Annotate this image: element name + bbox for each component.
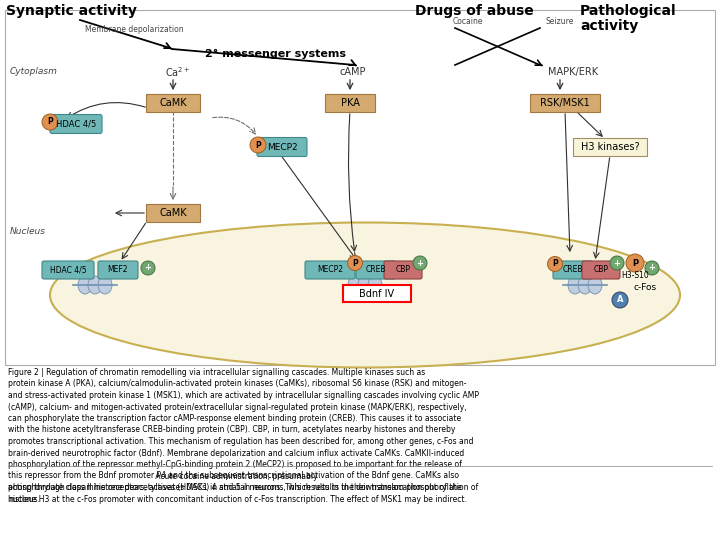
Text: CREB: CREB	[563, 266, 583, 274]
FancyBboxPatch shape	[356, 261, 396, 279]
Text: CaMK: CaMK	[159, 208, 186, 218]
Text: can phosphorylate the transcription factor cAMP-response element binding protein: can phosphorylate the transcription fact…	[8, 414, 461, 423]
FancyBboxPatch shape	[146, 94, 200, 112]
Text: nucleus.: nucleus.	[8, 495, 40, 503]
Text: Seizure: Seizure	[545, 17, 573, 26]
FancyBboxPatch shape	[573, 138, 647, 156]
Text: P: P	[47, 118, 53, 126]
Ellipse shape	[348, 276, 362, 294]
Text: Bdnf IV: Bdnf IV	[359, 289, 395, 299]
Circle shape	[250, 137, 266, 153]
Circle shape	[413, 256, 427, 270]
Text: promotes transcriptional activation. This mechanism of regulation has been descr: promotes transcriptional activation. Thi…	[8, 437, 474, 446]
Text: phosphorylate class II histone deacetylases (HDACs) 4 and 5 in neurons, which re: phosphorylate class II histone deacetyla…	[8, 483, 462, 492]
Text: A: A	[617, 295, 624, 305]
FancyBboxPatch shape	[42, 261, 94, 279]
Text: P: P	[552, 260, 558, 268]
Text: Acute cocaine administration, presumably: Acute cocaine administration, presumably	[8, 472, 318, 481]
FancyBboxPatch shape	[146, 204, 200, 222]
Text: cAMP: cAMP	[340, 67, 366, 77]
Text: Nucleus: Nucleus	[10, 227, 46, 237]
Text: 2° messenger systems: 2° messenger systems	[205, 49, 346, 59]
Text: acting through dopamine receptors, activates MSK1 in striatal neurons. This resu: acting through dopamine receptors, activ…	[8, 483, 478, 492]
Text: MEF2: MEF2	[108, 266, 128, 274]
Circle shape	[547, 256, 562, 272]
Ellipse shape	[578, 276, 592, 294]
Circle shape	[348, 255, 362, 271]
Circle shape	[42, 114, 58, 130]
FancyBboxPatch shape	[343, 285, 411, 302]
Ellipse shape	[98, 276, 112, 294]
FancyBboxPatch shape	[257, 138, 307, 157]
FancyBboxPatch shape	[384, 261, 422, 279]
Text: CREB: CREB	[366, 266, 386, 274]
FancyBboxPatch shape	[305, 261, 355, 279]
Text: H3-S10: H3-S10	[621, 271, 649, 280]
Text: P: P	[632, 259, 638, 267]
Text: Membrane depolarization: Membrane depolarization	[85, 24, 184, 33]
Text: MAPK/ERK: MAPK/ERK	[548, 67, 598, 77]
Text: phosphorylation of the repressor methyl-CpG-binding protein 2 (MeCP2) is propose: phosphorylation of the repressor methyl-…	[8, 460, 462, 469]
Text: with the histone acetyltransferase CREB-binding protein (CBP). CBP, in turn, ace: with the histone acetyltransferase CREB-…	[8, 426, 455, 435]
Text: +: +	[649, 264, 655, 273]
Text: P: P	[352, 259, 358, 267]
Text: RSK/MSK1: RSK/MSK1	[540, 98, 590, 108]
FancyBboxPatch shape	[5, 10, 715, 365]
FancyBboxPatch shape	[325, 94, 375, 112]
Text: protein kinase A (PKA), calcium/calmodulin-activated protein kinases (CaMKs), ri: protein kinase A (PKA), calcium/calmodul…	[8, 380, 467, 388]
Circle shape	[141, 261, 155, 275]
Text: Cytoplasm: Cytoplasm	[10, 68, 58, 77]
Text: (cAMP), calcium- and mitogen-activated protein/extracellular signal-regulated pr: (cAMP), calcium- and mitogen-activated p…	[8, 402, 467, 411]
Text: histone H3 at the c-Fos promoter with concomitant induction of c-Fos transcripti: histone H3 at the c-Fos promoter with co…	[8, 495, 467, 504]
Text: Figure 2 | Regulation of chromatin remodelling via intracellular signalling casc: Figure 2 | Regulation of chromatin remod…	[8, 368, 426, 377]
Text: Synaptic activity: Synaptic activity	[6, 4, 137, 18]
Text: P: P	[255, 140, 261, 150]
Text: brain-derived neurotrophic factor (Bdnf). Membrane depolarization and calcium in: brain-derived neurotrophic factor (Bdnf)…	[8, 449, 464, 457]
Text: $\mathregular{Ca^{2+}}$: $\mathregular{Ca^{2+}}$	[165, 65, 190, 79]
Ellipse shape	[568, 276, 582, 294]
Ellipse shape	[368, 276, 382, 294]
Text: +: +	[613, 259, 621, 267]
Ellipse shape	[358, 276, 372, 294]
Text: +: +	[416, 259, 423, 267]
Ellipse shape	[88, 276, 102, 294]
Text: CBP: CBP	[593, 266, 608, 274]
Text: c-Fos: c-Fos	[634, 284, 657, 293]
Ellipse shape	[50, 222, 680, 368]
Text: Drugs of abuse: Drugs of abuse	[415, 4, 534, 18]
Text: MECP2: MECP2	[317, 266, 343, 274]
Circle shape	[612, 292, 628, 308]
Text: H3 kinases?: H3 kinases?	[581, 142, 639, 152]
Text: this repressor from the Bdnf promoter P4 and the subsequent transcriptional acti: this repressor from the Bdnf promoter P4…	[8, 471, 459, 481]
FancyBboxPatch shape	[530, 94, 600, 112]
Ellipse shape	[78, 276, 92, 294]
Text: Pathological
activity: Pathological activity	[580, 4, 677, 33]
Text: CBP: CBP	[395, 266, 410, 274]
FancyBboxPatch shape	[582, 261, 620, 279]
Text: MECP2: MECP2	[266, 143, 297, 152]
Circle shape	[645, 261, 659, 275]
Circle shape	[626, 254, 644, 272]
Text: PKA: PKA	[341, 98, 359, 108]
Text: HDAC 4/5: HDAC 4/5	[50, 266, 86, 274]
Text: +: +	[145, 264, 151, 273]
Text: CaMK: CaMK	[159, 98, 186, 108]
FancyBboxPatch shape	[553, 261, 593, 279]
Text: HDAC 4/5: HDAC 4/5	[56, 119, 96, 129]
Text: Cocaine: Cocaine	[453, 17, 484, 26]
FancyBboxPatch shape	[50, 114, 102, 133]
FancyBboxPatch shape	[98, 261, 138, 279]
Text: and stress-activated protein kinase 1 (MSK1), which are activated by intracellul: and stress-activated protein kinase 1 (M…	[8, 391, 479, 400]
Ellipse shape	[588, 276, 602, 294]
Circle shape	[610, 256, 624, 270]
